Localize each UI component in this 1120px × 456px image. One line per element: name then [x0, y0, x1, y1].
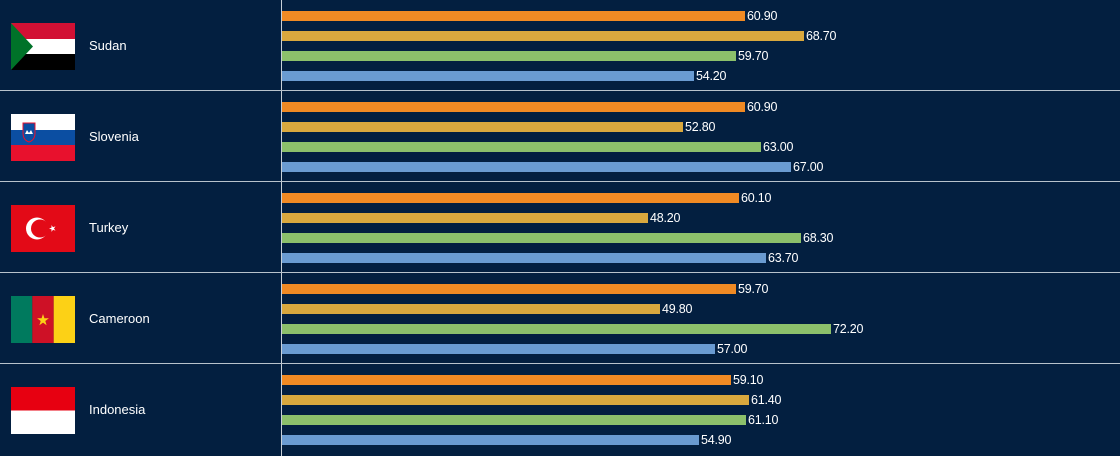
- data-label: 67.00: [793, 160, 824, 174]
- data-label: 54.20: [696, 69, 727, 83]
- bar-series-1: [282, 284, 736, 294]
- bar-series-4: [282, 344, 715, 354]
- bar-series-2: [282, 213, 648, 223]
- bar-series-3: [282, 324, 831, 334]
- category-axis-divider: [281, 0, 282, 456]
- bar-series-1: [282, 11, 745, 21]
- country-label: Indonesia: [89, 402, 146, 417]
- bar-series-3: [282, 51, 736, 61]
- data-label: 59.10: [733, 373, 764, 387]
- bar-series-4: [282, 71, 694, 81]
- category-row: Turkey 60.10 48.20 68.30 63.70: [0, 182, 1120, 273]
- data-label: 61.40: [751, 393, 782, 407]
- bar-series-1: [282, 375, 731, 385]
- data-label: 68.30: [803, 231, 834, 245]
- bar-series-1: [282, 102, 745, 112]
- cameroon-flag-icon: [11, 296, 75, 343]
- bar-series-3: [282, 233, 801, 243]
- country-label: Sudan: [89, 38, 127, 53]
- bar-series-2: [282, 304, 660, 314]
- data-label: 59.70: [738, 282, 769, 296]
- category-row: Indonesia 59.10 61.40 61.10 54.90: [0, 364, 1120, 455]
- bar-series-2: [282, 31, 804, 41]
- country-label: Cameroon: [89, 311, 150, 326]
- bar-series-2: [282, 122, 683, 132]
- sudan-flag-icon: [11, 23, 75, 70]
- data-label: 63.00: [763, 140, 794, 154]
- data-label: 52.80: [685, 120, 716, 134]
- data-label: 63.70: [768, 251, 799, 265]
- country-label: Turkey: [89, 220, 129, 235]
- data-label: 49.80: [662, 302, 693, 316]
- data-label: 60.10: [741, 191, 772, 205]
- data-label: 54.90: [701, 433, 732, 447]
- data-label: 48.20: [650, 211, 681, 225]
- turkey-flag-icon: [11, 205, 75, 252]
- bar-series-4: [282, 435, 699, 445]
- category-row: Cameroon 59.70 49.80 72.20 57.00: [0, 273, 1120, 364]
- country-label: Slovenia: [89, 129, 139, 144]
- data-label: 68.70: [806, 29, 837, 43]
- bar-series-4: [282, 253, 766, 263]
- data-label: 60.90: [747, 100, 778, 114]
- data-label: 59.70: [738, 49, 769, 63]
- data-label: 72.20: [833, 322, 864, 336]
- data-label: 61.10: [748, 413, 779, 427]
- bar-series-3: [282, 142, 761, 152]
- bar-series-4: [282, 162, 791, 172]
- data-label: 57.00: [717, 342, 748, 356]
- data-label: 60.90: [747, 9, 778, 23]
- category-row: Slovenia 60.90 52.80 63.00 67.00: [0, 91, 1120, 182]
- indonesia-flag-icon: [11, 387, 75, 434]
- bar-series-3: [282, 415, 746, 425]
- bar-series-1: [282, 193, 739, 203]
- slovenia-flag-icon: [11, 114, 75, 161]
- bar-series-2: [282, 395, 749, 405]
- category-row: Sudan 60.90 68.70 59.70 54.20: [0, 0, 1120, 91]
